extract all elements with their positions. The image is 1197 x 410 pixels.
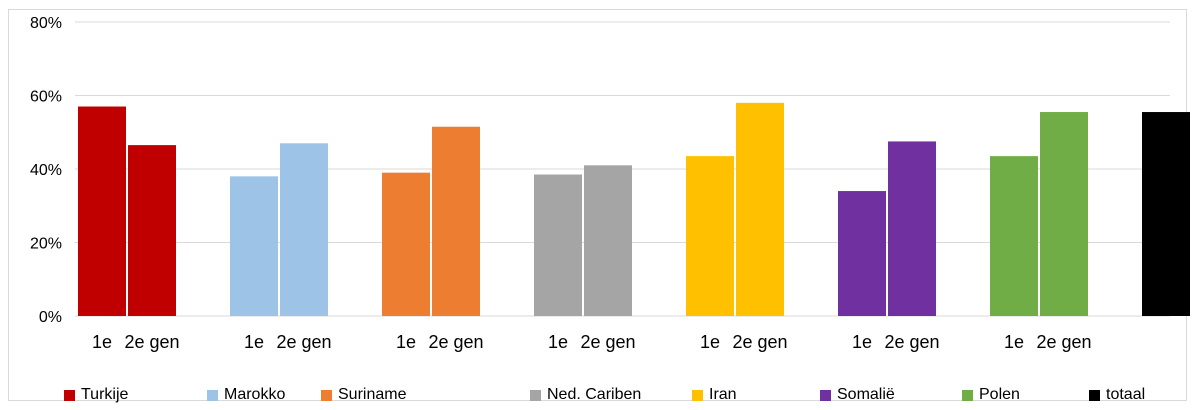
legend-label: Ned. Cariben (547, 386, 642, 403)
legend-item: totaal (1089, 384, 1145, 406)
x-tick-label: 2e gen (428, 332, 483, 352)
bars (78, 102, 1190, 317)
bar (838, 191, 886, 316)
legend-item: Iran (692, 384, 737, 406)
x-tick-label: 1e (244, 332, 264, 352)
x-tick-label: 1e (852, 332, 872, 352)
x-tick-label: 2e gen (580, 332, 635, 352)
legend-label: Somalië (837, 386, 895, 403)
x-tick-label: 1e (548, 332, 568, 352)
x-tick-label: 2e gen (124, 332, 179, 352)
bar (686, 156, 734, 316)
legend-swatch (1089, 389, 1100, 401)
bar (280, 143, 328, 316)
legend-label: Iran (709, 386, 737, 403)
bar (230, 176, 278, 316)
x-axis-ticks: 1e 2e gen 1e 2e gen 1e 2e gen 1e 2e gen 1e 2e gen… (92, 332, 1092, 352)
x-tick-label: 1e (396, 332, 416, 352)
legend-label: totaal (1106, 386, 1146, 403)
legend-swatch (820, 389, 831, 401)
bar (432, 126, 480, 316)
x-tick-label: 2e gen (276, 332, 331, 352)
bar (128, 145, 176, 316)
legend-item: Turkije (64, 384, 128, 406)
bar (736, 102, 784, 316)
legend-item: Ned. Cariben (530, 384, 641, 406)
bar (584, 165, 632, 316)
x-tick-label: 1e (700, 332, 720, 352)
bar (534, 174, 582, 316)
y-axis-ticks: 0% 20% 40% 60% 80% (30, 15, 62, 326)
legend-swatch (962, 389, 973, 401)
x-tick-label: 2e gen (732, 332, 787, 352)
legend-item: Somalië (820, 384, 895, 406)
y-tick-label: 80% (30, 15, 62, 32)
legend-label: Polen (979, 386, 1020, 403)
y-tick-label: 60% (30, 89, 62, 106)
y-tick-label: 0% (39, 309, 62, 326)
bar (78, 106, 126, 317)
legend-label: Turkije (81, 386, 129, 403)
legend-swatch (321, 389, 332, 401)
legend-swatch (530, 389, 541, 401)
y-tick-label: 40% (30, 162, 62, 179)
bar (888, 141, 936, 316)
bar (1142, 112, 1190, 316)
y-tick-label: 20% (30, 236, 62, 253)
legend-label: Suriname (338, 386, 407, 403)
x-tick-label: 2e gen (884, 332, 939, 352)
legend-swatch (692, 389, 703, 401)
x-tick-label: 2e gen (1036, 332, 1091, 352)
bar (1040, 112, 1088, 316)
legend-swatch (207, 389, 218, 401)
bar (990, 156, 1038, 316)
legend-swatch (64, 389, 75, 401)
x-tick-label: 1e (92, 332, 112, 352)
legend-label: Marokko (224, 386, 286, 403)
legend-item: Marokko (207, 384, 285, 406)
bar (382, 172, 430, 316)
legend-item: Suriname (321, 384, 406, 406)
legend-item: Polen (962, 384, 1020, 406)
x-tick-label: 1e (1004, 332, 1024, 352)
